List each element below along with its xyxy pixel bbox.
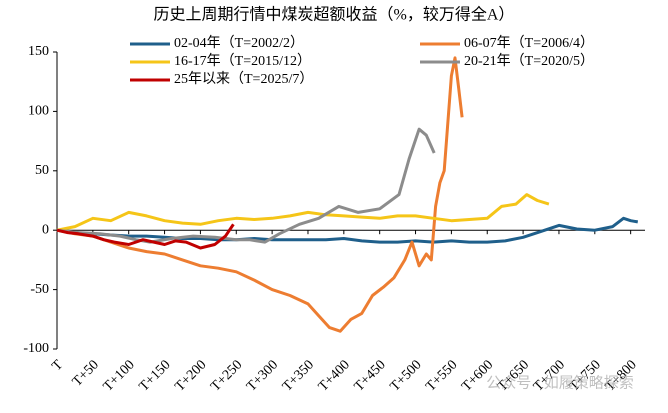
- series-line: [56, 193, 550, 232]
- x-tick-label: T+50: [70, 357, 102, 389]
- legend-label: 06-07年（T=2006/4）: [464, 35, 594, 51]
- x-tick-label: T+400: [316, 357, 353, 394]
- x-tick-label: T+500: [388, 357, 425, 394]
- x-tick-label: T+350: [280, 357, 317, 394]
- legend-label: 20-21年（T=2020/5）: [464, 53, 594, 69]
- y-tick-label: 50: [35, 163, 49, 178]
- x-tick-label: T+150: [137, 357, 174, 394]
- legend-label: 16-17年（T=2015/12）: [174, 53, 311, 69]
- x-tick-label: T+450: [352, 357, 389, 394]
- series-line: [56, 223, 235, 250]
- chart-title: 历史上周期行情中煤炭超额收益（%，较万得全A）: [154, 6, 515, 24]
- x-tick-label: T+200: [172, 357, 209, 394]
- x-tick-label: T+250: [208, 357, 245, 394]
- x-tick-label: T: [49, 357, 66, 374]
- y-tick-label: -100: [23, 341, 49, 356]
- series-line: [56, 127, 436, 244]
- legend-label: 25年以来（T=2025/7）: [174, 71, 313, 87]
- y-tick-label: 0: [42, 222, 49, 237]
- x-tick-label: T+100: [101, 357, 138, 394]
- legend-label: 02-04年（T=2002/2）: [174, 35, 304, 51]
- x-tick-label: T+300: [244, 357, 281, 394]
- y-tick-label: -50: [30, 282, 49, 297]
- series-line: [56, 216, 639, 244]
- y-tick-label: 150: [28, 44, 49, 59]
- series-line: [56, 56, 464, 333]
- watermark: 公众号 · 如履策略探索: [486, 374, 634, 391]
- x-tick-label: T+550: [423, 357, 460, 394]
- y-tick-label: 100: [28, 104, 49, 119]
